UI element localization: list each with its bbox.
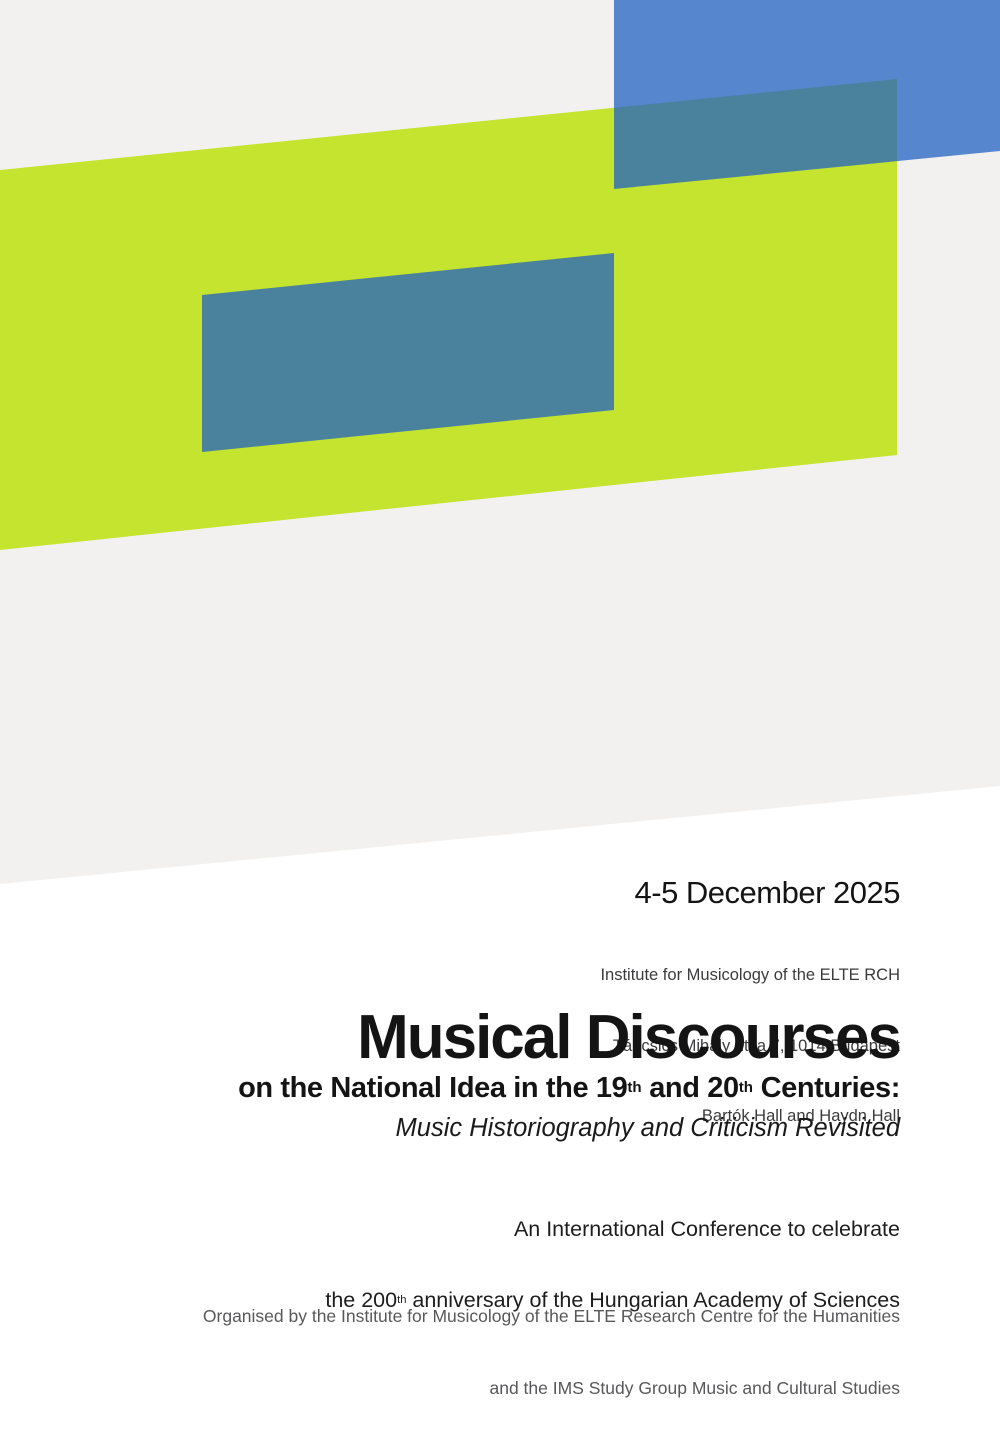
event-date: 4-5 December 2025 [634,875,901,910]
venue-block: Institute for Musicology of the ELTE RCH… [40,917,900,1176]
subtitle-superscript-20th: th [738,1079,753,1096]
subtitle-mid: and 20 [641,1072,739,1105]
blue-corner-parallelogram [614,0,1000,189]
conference-superscript-200th: th [397,1293,407,1306]
conference-line-1: An International Conference to celebrate [513,1217,900,1241]
organiser-line-2: and the IMS Study Group Music and Cultur… [489,1378,901,1398]
teal-inner-parallelogram [202,253,614,452]
poster-subtitle: on the National Idea in the 19th and 20t… [40,1072,900,1104]
conference-statement: An International Conference to celebrate… [40,1171,900,1359]
subtitle-superscript-19th: th [627,1079,642,1096]
poster-subtitle-italic: Music Historiography and Criticism Revis… [395,1114,900,1142]
conference-line-2: the 200th anniversary of the Hungarian A… [40,1287,900,1313]
conference-line2-pre: the 200 [325,1287,398,1312]
poster-title: Musical Discourses [357,1003,902,1072]
subtitle-post: Centuries: [752,1072,901,1105]
venue-line-institute: Institute for Musicology of the ELTE RCH [600,966,900,984]
conference-poster: 4-5 December 2025 Institute for Musicolo… [0,0,1000,1398]
conference-line2-post: anniversary of the Hungarian Academy of … [406,1287,900,1312]
decorative-shapes [0,0,1000,884]
venue-line-street: Táncsics Mihály utca 7, 1014 Budapest [612,1036,900,1055]
subtitle-pre: on the National Idea in the 19 [238,1072,628,1105]
organiser-line-1: Organised by the Institute for Musicolog… [202,1306,900,1326]
organiser-block: Organised by the Institute for Musicolog… [40,1256,900,1448]
venue-line-halls: Bartók Hall and Haydn Hall [701,1107,900,1125]
